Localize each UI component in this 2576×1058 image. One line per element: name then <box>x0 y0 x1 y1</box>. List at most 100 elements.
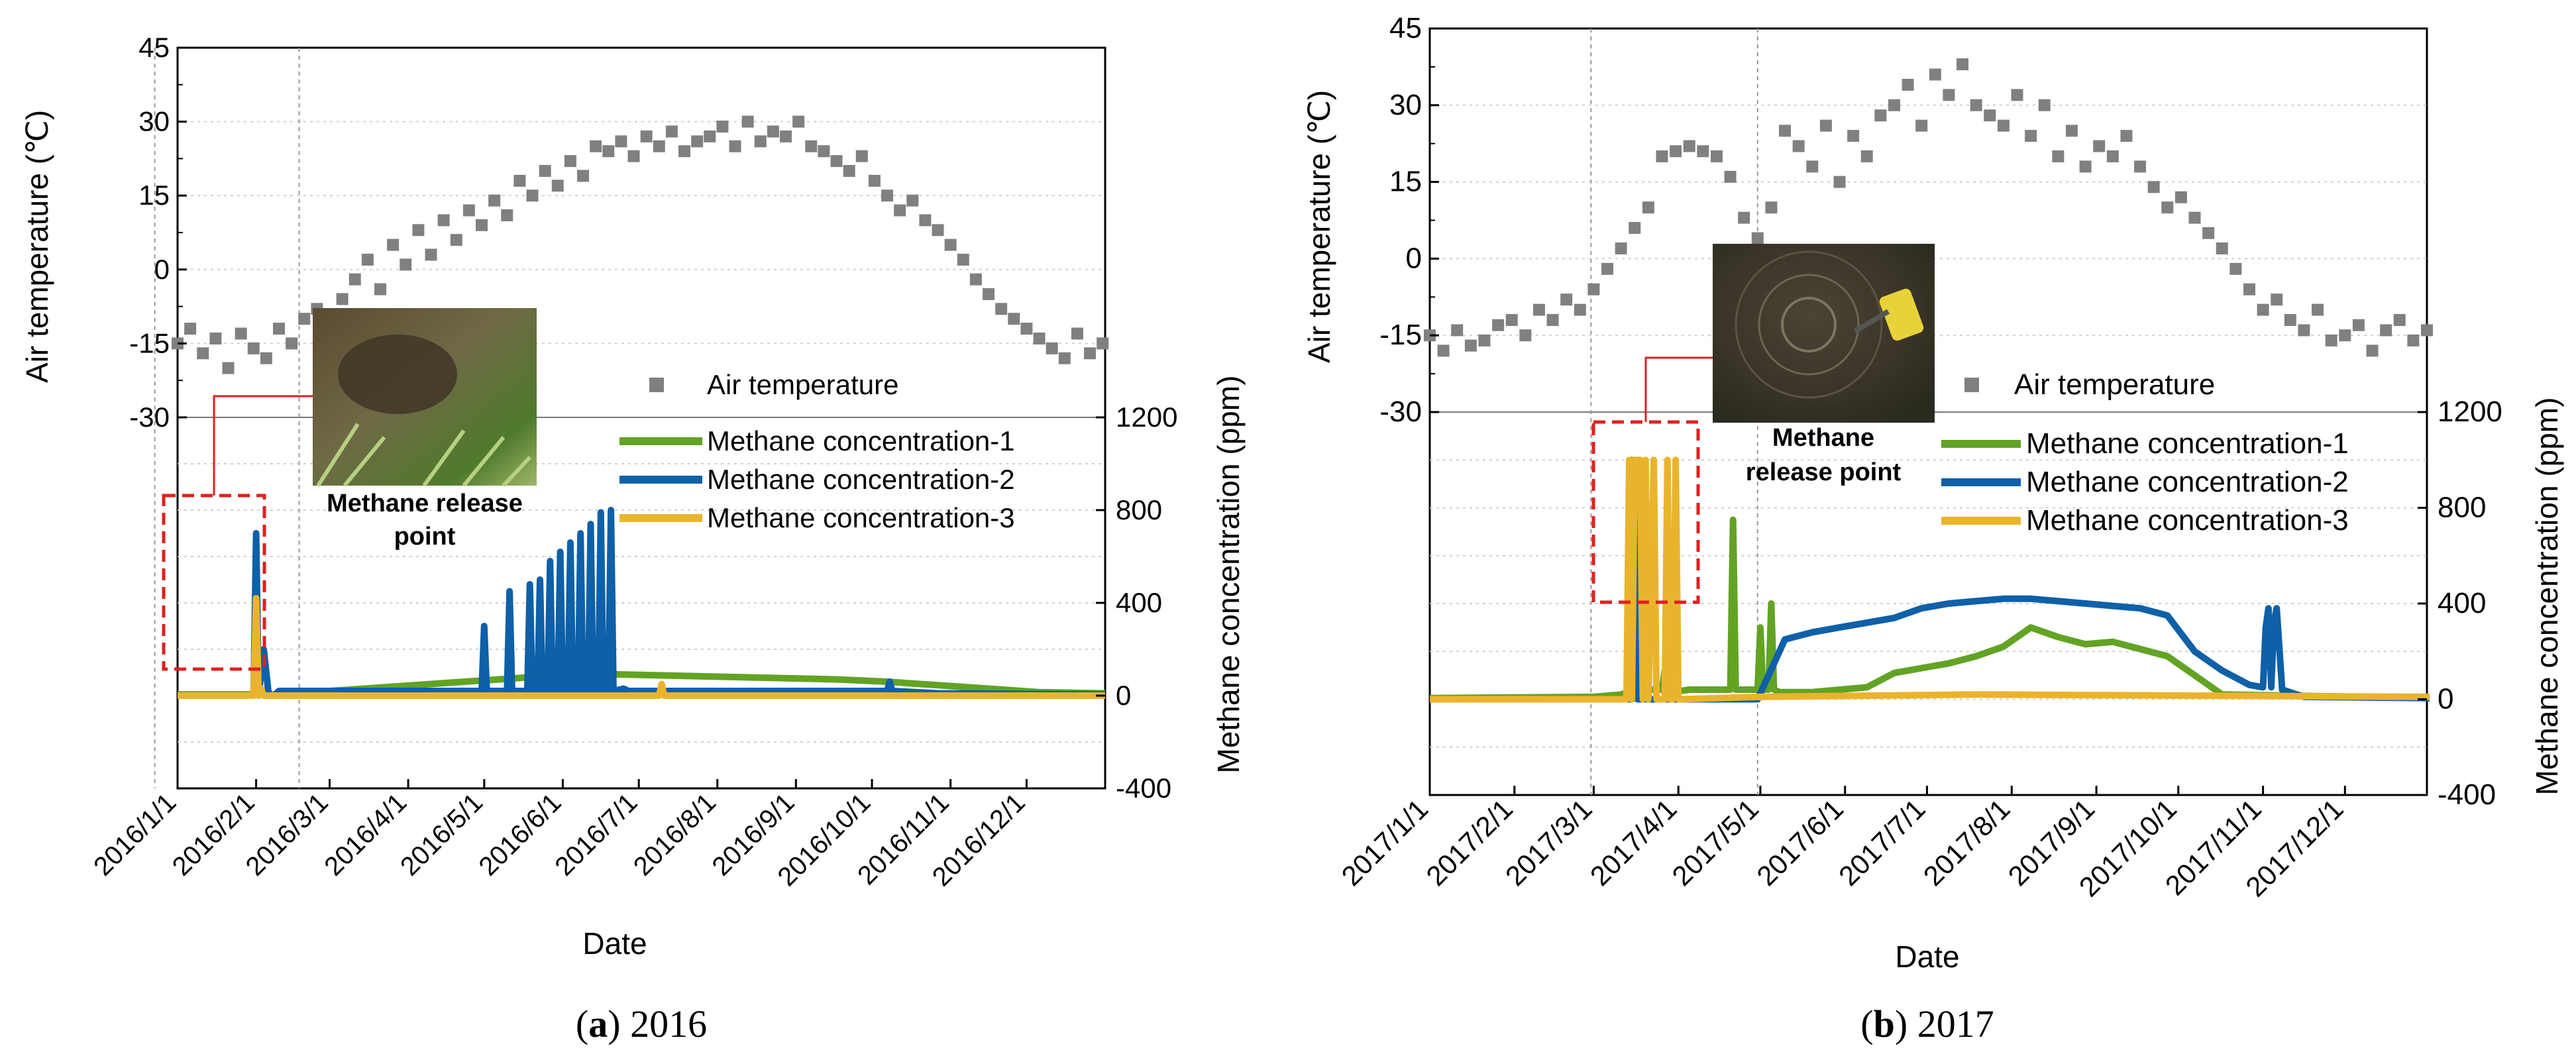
air-temperature-point <box>1997 119 2010 132</box>
air-temperature-point <box>476 219 488 231</box>
panel-year: 2016 <box>630 1002 707 1045</box>
air-temperature-point <box>1970 99 1982 111</box>
legend-label-air-temperature: Air temperature <box>707 369 898 400</box>
air-temperature-point <box>653 140 665 152</box>
air-temperature-point <box>1656 150 1668 162</box>
air-temperature-point <box>1084 347 1097 360</box>
x-tick-label: 2017/6/1 <box>1750 793 1849 892</box>
air-temperature-point <box>767 125 779 138</box>
photo-label-line-1: Methane release <box>327 490 523 517</box>
air-temperature-point <box>564 155 576 168</box>
legend-marker-air-temperature <box>649 378 664 392</box>
air-temperature-point <box>1492 319 1505 331</box>
x-tick-label: 2017/3/1 <box>1499 793 1598 892</box>
air-temperature-point <box>235 327 247 340</box>
air-temperature-point <box>627 150 640 162</box>
y-right-tick-label: 1200 <box>1116 401 1177 433</box>
air-temperature-point <box>336 293 349 305</box>
air-temperature-point <box>1984 109 1996 122</box>
air-temperature-point <box>2106 150 2119 162</box>
air-temperature-point <box>184 323 197 335</box>
y-right-tick-label: 0 <box>1116 680 1131 711</box>
y-right-tick-label: -400 <box>2438 778 2496 811</box>
air-temperature-point <box>1097 337 1109 350</box>
air-temperature-point <box>1464 339 1477 352</box>
air-temperature-point <box>2093 140 2106 152</box>
air-temperature-point <box>1451 324 1464 337</box>
air-temperature-point <box>932 224 944 237</box>
air-temperature-point <box>919 214 932 227</box>
photo-label-line-1: Methane <box>1772 424 1874 452</box>
air-temperature-point <box>2257 303 2269 316</box>
air-temperature-point <box>400 258 412 271</box>
air-temperature-point <box>501 209 513 221</box>
air-temperature-point <box>374 283 387 295</box>
air-temperature-points <box>172 115 1109 374</box>
air-temperature-point <box>2229 262 2242 275</box>
panel-a-2016: Methane release point Air temperature Me… <box>20 32 1246 1045</box>
air-temperature-point <box>995 303 1008 315</box>
air-temperature-point <box>1683 140 1695 152</box>
methane-concentration-2-line <box>178 507 1106 699</box>
y-left-axis-title: Air temperature (℃) <box>20 110 54 383</box>
air-temperature-point <box>868 174 881 187</box>
air-temperature-point <box>551 180 564 192</box>
air-temperature-point <box>704 130 716 142</box>
x-axis-title: Date <box>1895 939 1959 974</box>
x-tick-label: 2016/1/1 <box>88 788 182 881</box>
air-temperature-point <box>1888 99 1900 111</box>
air-temperature-point <box>691 135 704 148</box>
air-temperature-point <box>780 130 792 142</box>
air-temperature-point <box>2298 324 2310 337</box>
methane-release-photo <box>313 308 537 488</box>
photo-label-line-2: point <box>394 523 456 551</box>
air-temperature-point <box>957 253 969 266</box>
air-temperature-point <box>1724 170 1737 183</box>
air-temperature-point <box>247 342 260 354</box>
methane-concentration-3-line <box>178 595 1105 699</box>
air-temperature-point <box>1437 344 1450 357</box>
release-point-callout-box <box>1591 420 1700 604</box>
air-temperature-point <box>1532 303 1545 316</box>
air-temperature-point <box>906 194 919 207</box>
air-temperature-point <box>590 140 602 152</box>
x-tick-label: 2016/4/1 <box>319 788 412 881</box>
legend-label-methane-1: Methane concentration-1 <box>2026 427 2349 460</box>
air-temperature-point <box>754 135 767 148</box>
right-axis-ticks: 1200 800 400 0 -400 <box>2418 396 2502 811</box>
air-temperature-point <box>1670 145 1682 158</box>
methane-series <box>1429 456 2430 703</box>
air-temperature-point <box>2025 130 2037 142</box>
y-left-tick-label: 15 <box>138 180 170 211</box>
air-temperature-point <box>349 273 361 286</box>
methane-series <box>178 507 1106 699</box>
y-left-tick-label: 30 <box>1389 89 1422 121</box>
air-temperature-point <box>1505 314 1518 327</box>
air-temperature-point <box>577 170 590 182</box>
air-temperature-point <box>1847 130 1860 142</box>
x-tick-label: 2017/8/1 <box>1917 793 2016 892</box>
air-temperature-point <box>1874 109 1887 122</box>
x-tick-label: 2017/7/1 <box>1833 793 1931 892</box>
air-temperature-point <box>488 194 501 207</box>
air-temperature-point <box>197 347 209 360</box>
x-axis-ticks: 2017/1/12017/2/12017/3/12017/4/12017/5/1… <box>1336 786 2349 902</box>
air-temperature-point <box>2038 99 2051 111</box>
panel-year: 2017 <box>1917 1002 1994 1045</box>
air-temperature-point <box>412 224 425 237</box>
air-temperature-point <box>1779 125 1792 137</box>
air-temperature-point <box>1046 342 1058 354</box>
air-temperature-point <box>2120 130 2133 142</box>
y-left-tick-label: 0 <box>1406 242 1422 274</box>
y-left-tick-label: 0 <box>154 254 170 285</box>
air-temperature-point <box>2011 89 2023 101</box>
legend-label-methane-2: Methane concentration-2 <box>707 464 1015 495</box>
panel-letter: a <box>588 1002 608 1045</box>
methane-concentration-3-line <box>1430 456 2430 703</box>
air-temperature-point <box>665 125 678 138</box>
x-tick-label: 2016/6/1 <box>474 788 567 881</box>
air-temperature-point <box>1860 150 1873 162</box>
legend-label-methane-2: Methane concentration-2 <box>2026 466 2349 498</box>
air-temperature-point <box>818 145 830 158</box>
legend: Air temperature Methane concentration-1 … <box>1941 368 2349 537</box>
